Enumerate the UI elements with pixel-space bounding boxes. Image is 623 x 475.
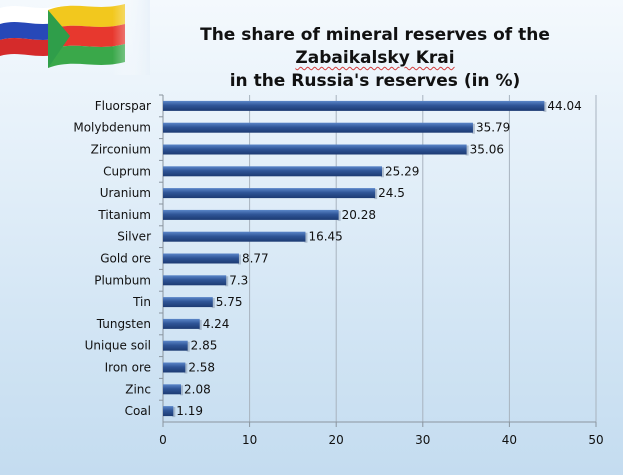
category-label: Iron ore <box>105 361 151 375</box>
bar-shadow <box>471 123 475 134</box>
bar-shadow <box>225 276 229 287</box>
bar-shadow <box>172 407 176 418</box>
bar-shadow <box>186 341 190 352</box>
bar-tin <box>163 297 213 308</box>
bar-shadow <box>543 101 547 112</box>
category-label: Silver <box>117 230 151 244</box>
flags-logo <box>0 0 150 75</box>
value-label: 35.79 <box>476 121 510 135</box>
category-label: Cuprum <box>103 164 151 178</box>
bar-fluorspar <box>163 100 545 111</box>
value-label: 24.5 <box>378 186 405 200</box>
bar-shadow <box>465 145 469 156</box>
bar-shadow <box>374 189 378 200</box>
bar-tungsten <box>163 318 200 329</box>
bar-zinc <box>163 384 182 395</box>
chart-title-line2: in the Russia's reserves (in %) <box>229 71 521 91</box>
category-label: Uranium <box>100 186 151 200</box>
bar-titanium <box>163 209 339 220</box>
bar-silver <box>163 231 306 242</box>
title-region-name: Zabaikalsky Krai <box>295 48 455 68</box>
category-label: Unique soil <box>85 339 151 353</box>
x-tick-label: 30 <box>415 433 430 447</box>
value-label: 2.85 <box>191 339 218 353</box>
value-label: 25.29 <box>385 164 419 178</box>
category-label: Titanium <box>97 208 151 222</box>
value-label: 5.75 <box>216 295 243 309</box>
bar-cuprum <box>163 166 383 177</box>
title-line1-prefix: The share of mineral reserves of the <box>200 25 550 45</box>
category-label: Plumbum <box>94 273 151 287</box>
bar-molybdenum <box>163 122 473 133</box>
bar-unique-soil <box>163 340 188 351</box>
category-label: Molybdenum <box>73 121 151 135</box>
category-label: Zirconium <box>91 143 151 157</box>
bar-iron-ore <box>163 362 186 373</box>
x-tick-label: 40 <box>502 433 517 447</box>
value-label: 2.58 <box>188 361 215 375</box>
category-label: Coal <box>125 404 151 418</box>
bar-shadow <box>237 254 241 265</box>
x-tick-label: 50 <box>588 433 603 447</box>
category-label: Tungsten <box>96 317 151 331</box>
bar-gold-ore <box>163 253 239 264</box>
bar-shadow <box>381 167 385 178</box>
value-label: 35.06 <box>470 143 504 157</box>
bar-shadow <box>304 232 308 243</box>
bar-shadow <box>184 363 188 374</box>
value-label: 44.04 <box>547 99 581 113</box>
category-label: Zinc <box>125 382 151 396</box>
bar-coal <box>163 406 174 417</box>
x-tick-label: 10 <box>242 433 257 447</box>
bar-shadow <box>337 210 341 221</box>
value-label: 8.77 <box>242 252 269 266</box>
value-label: 20.28 <box>342 208 376 222</box>
x-tick-label: 0 <box>159 433 167 447</box>
category-label: Gold ore <box>100 252 151 266</box>
chart-title-line1: The share of mineral reserves of the Zab… <box>140 24 610 70</box>
value-label: 7.3 <box>229 273 248 287</box>
bar-zirconium <box>163 144 467 155</box>
value-label: 16.45 <box>308 230 342 244</box>
bar-uranium <box>163 188 376 199</box>
bar-shadow <box>180 385 184 396</box>
bar-shadow <box>211 298 215 309</box>
chart-title: The share of mineral reserves of the Zab… <box>140 24 610 93</box>
category-label: Fluorspar <box>95 99 151 113</box>
value-label: 2.08 <box>184 382 211 396</box>
bar-shadow <box>198 319 202 330</box>
value-label: 1.19 <box>176 404 203 418</box>
value-label: 4.24 <box>203 317 230 331</box>
x-tick-label: 20 <box>329 433 344 447</box>
category-label: Tin <box>132 295 151 309</box>
bar-plumbum <box>163 275 227 286</box>
